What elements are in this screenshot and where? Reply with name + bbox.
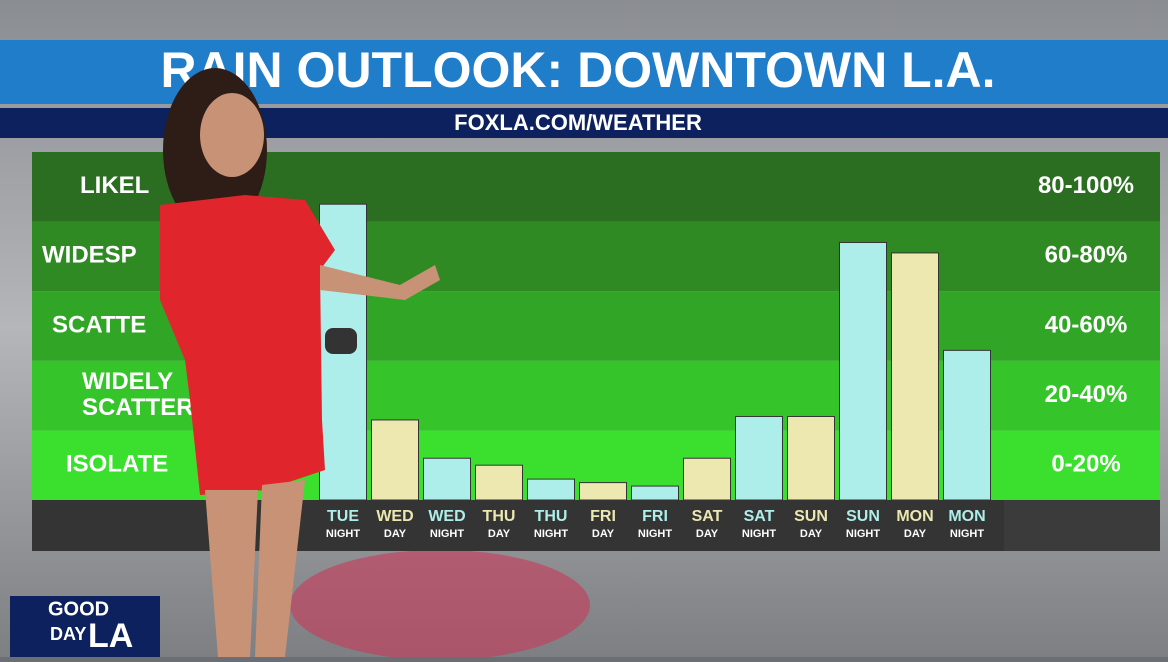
bar [527,478,575,501]
x-tick-sublabel: DAY [696,528,719,540]
clicker [325,328,357,354]
x-tick-label: FRI [642,508,668,525]
bar [839,241,887,501]
x-tick-sublabel: NIGHT [326,528,361,540]
face [200,93,264,177]
title: RAIN OUTLOOK: DOWNTOWN L.A. [160,42,995,98]
bar [891,252,939,501]
legs [205,480,305,657]
bar [475,464,523,501]
band-range: 20-40% [1045,381,1128,408]
x-tick-label: THU [483,508,516,525]
bar [943,349,991,501]
bar [787,415,835,501]
x-tick-sublabel: NIGHT [638,528,673,540]
x-tick-sublabel: DAY [592,528,615,540]
band-range: 80-100% [1038,172,1134,199]
x-tick-sublabel: NIGHT [430,528,465,540]
logo-box [10,596,160,657]
band-range: 60-80% [1045,242,1128,269]
band-label: SCATTE [52,311,146,338]
band-label: ISOLATE [66,451,168,478]
arm [320,265,440,300]
x-tick-sublabel: DAY [384,528,407,540]
band-range: 0-20% [1051,451,1120,478]
x-tick-label: SUN [846,508,880,525]
bar [631,485,679,501]
x-tick-label: MON [896,508,933,525]
band-label: SCATTER [82,394,194,421]
bar [423,457,471,501]
x-tick-sublabel: DAY [800,528,823,540]
bar [371,419,419,501]
subtitle: FOXLA.COM/WEATHER [454,110,702,135]
logo-text: DAY [50,624,86,644]
band-label: LIKEL [80,172,149,199]
x-tick-label: MON [948,508,985,525]
band-range: 40-60% [1045,311,1128,338]
logo-text: LA [88,617,133,655]
presenter [160,68,440,657]
x-tick-label: TUE [327,508,359,525]
x-tick-label: SAT [692,508,723,525]
band-label: WIDELY [82,368,173,395]
x-tick-sublabel: DAY [904,528,927,540]
x-tick-label: WED [376,508,413,525]
x-tick-label: SUN [794,508,828,525]
x-tick-label: WED [428,508,465,525]
x-tick-label: FRI [590,508,616,525]
dress [160,195,335,495]
x-tick-label: SAT [744,508,775,525]
x-tick-sublabel: NIGHT [846,528,881,540]
x-tick-sublabel: DAY [488,528,511,540]
label-row-end [1004,500,1160,551]
background-blur [290,550,590,660]
x-tick-sublabel: NIGHT [950,528,985,540]
bar [579,482,627,501]
band-label: WIDESP [42,242,137,269]
label-row [32,500,1004,551]
x-tick-label: THU [535,508,568,525]
bar [683,457,731,501]
bar [735,415,783,501]
x-tick-sublabel: NIGHT [534,528,569,540]
x-tick-sublabel: NIGHT [742,528,777,540]
logo-text: GOOD [48,598,109,620]
